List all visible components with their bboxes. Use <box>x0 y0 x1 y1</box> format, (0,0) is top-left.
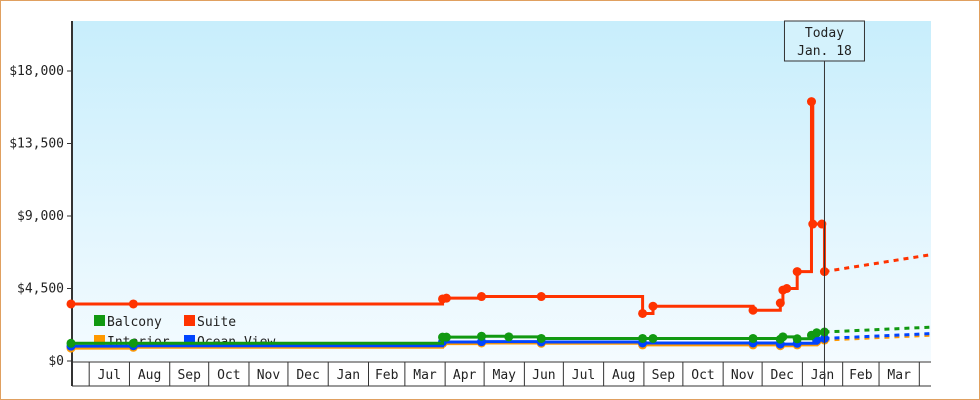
legend-swatch <box>184 335 195 346</box>
data-point <box>778 332 788 342</box>
y-tick-label: $13,500 <box>9 137 64 152</box>
data-point <box>817 219 827 229</box>
month-label: Aug <box>138 368 161 383</box>
month-label: Dec <box>296 368 319 383</box>
month-label: Feb <box>375 368 399 383</box>
month-label: Jan <box>811 368 834 383</box>
month-label: Mar <box>413 368 437 383</box>
forecast-line-interior <box>824 333 932 342</box>
data-point <box>477 331 487 341</box>
data-point <box>792 334 802 344</box>
month-label: Dec <box>771 368 794 383</box>
data-point <box>638 308 648 318</box>
legend-swatch <box>94 335 105 346</box>
data-point <box>808 219 818 229</box>
data-point <box>648 301 658 311</box>
month-label: Jul <box>572 368 595 383</box>
month-label: Aug <box>612 368 635 383</box>
data-point <box>66 338 76 348</box>
legend-swatch <box>184 315 195 326</box>
data-point <box>775 298 785 308</box>
data-point <box>441 332 451 342</box>
y-tick-label: $4,500 <box>17 282 64 297</box>
data-point <box>66 299 76 309</box>
plot-area <box>72 21 931 361</box>
data-point <box>536 292 546 302</box>
today-label: Today <box>805 26 844 41</box>
month-label: Nov <box>731 368 755 383</box>
forecast-line-suite <box>824 253 932 274</box>
data-point <box>128 299 138 309</box>
data-point <box>504 332 514 342</box>
data-point <box>477 292 487 302</box>
y-tick-label: $0 <box>48 354 64 369</box>
month-label: Jul <box>98 368 121 383</box>
data-point <box>536 333 546 343</box>
forecast-line-balcony <box>824 325 932 334</box>
y-tick-label: $18,000 <box>9 64 64 79</box>
month-label: Sep <box>177 368 201 383</box>
month-label: Feb <box>849 368 873 383</box>
data-point <box>748 305 758 315</box>
data-point <box>638 333 648 343</box>
legend-swatch <box>94 315 105 326</box>
forecast-line-ocean-view <box>824 332 932 340</box>
today-box <box>783 20 865 62</box>
data-point <box>806 97 816 107</box>
month-label: Sep <box>652 368 676 383</box>
y-tick-label: $9,000 <box>17 209 64 224</box>
month-label: Nov <box>257 368 281 383</box>
data-point <box>792 267 802 277</box>
month-label: Mar <box>887 368 911 383</box>
data-point <box>782 284 792 293</box>
legend-label: Balcony <box>107 315 162 330</box>
month-label: Jan <box>337 368 360 383</box>
data-point <box>648 333 658 343</box>
today-date: Jan. 18 <box>797 44 852 59</box>
month-label: May <box>493 368 517 383</box>
data-point <box>748 333 758 343</box>
legend-label: Suite <box>197 315 236 330</box>
month-label: Oct <box>691 368 714 383</box>
data-point <box>812 328 822 338</box>
month-label: Apr <box>453 368 477 383</box>
month-label: Oct <box>217 368 240 383</box>
month-label: Jun <box>532 368 555 383</box>
data-point <box>128 338 138 348</box>
data-point <box>441 293 451 303</box>
